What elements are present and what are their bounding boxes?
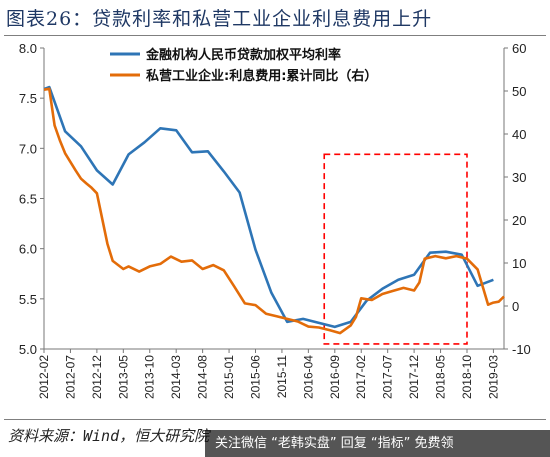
x-tick-label: 2019-03 — [486, 355, 500, 399]
left-y-tick-label: 5.5 — [19, 292, 37, 307]
x-tick-label: 2016-04 — [301, 355, 315, 399]
source-note: 资料来源：Wind，恒大研究院 — [8, 427, 210, 445]
left-y-tick-label: 8.0 — [19, 41, 37, 56]
source-divider — [4, 419, 546, 420]
right-y-tick-label: 40 — [512, 127, 526, 142]
x-axis: 2012-02 2012-07 2012-12 2013-05 2013-10 2014-… — [37, 349, 500, 399]
left-y-tick-label: 6.5 — [19, 192, 37, 207]
x-tick-label: 2017-12 — [407, 355, 421, 399]
right-y-tick-label: -10 — [512, 342, 531, 357]
left-y-tick-label: 5.0 — [19, 342, 37, 357]
x-tick-label: 2014-03 — [169, 355, 183, 399]
right-y-tick-label: 60 — [512, 41, 526, 56]
x-tick-label: 2015-11 — [275, 355, 289, 398]
right-y-tick-label: 30 — [512, 170, 526, 185]
x-tick-label: 2017-02 — [354, 355, 368, 399]
highlight-box — [323, 153, 468, 345]
x-tick-label: 2016-09 — [328, 355, 342, 399]
right-y-tick-label: 20 — [512, 213, 526, 228]
x-tick-label: 2012-07 — [63, 355, 77, 399]
title-divider — [4, 35, 546, 36]
plot-frame — [43, 48, 505, 350]
line-chart: 5.0 5.5 6.0 6.5 7.0 7.5 8.0 -10 0 10 20 30 40 50 60 2… — [19, 41, 531, 399]
watermark-banner: 关注微信 “老韩实盘” 回复 “指标” 免费领 — [205, 430, 550, 457]
chart-title: 图表26：贷款利率和私营工业企业利息费用上升 — [6, 8, 433, 30]
x-tick-label: 2015-01 — [222, 355, 236, 399]
loan-rate-line — [43, 85, 494, 329]
x-tick-label: 2013-10 — [143, 355, 157, 399]
left-y-tick-label: 6.0 — [19, 242, 37, 257]
x-tick-label: 2014-08 — [196, 355, 210, 399]
x-tick-label: 2017-07 — [381, 355, 395, 399]
right-y-tick-label: 0 — [512, 299, 519, 314]
annotation-layer — [323, 153, 468, 345]
left-y-tick-label: 7.5 — [19, 91, 37, 106]
interest-expense-line — [43, 87, 505, 335]
x-tick-label: 2013-05 — [116, 355, 130, 399]
right-y-axis: -10 0 10 20 30 40 50 60 — [504, 41, 531, 357]
series-layer — [43, 85, 505, 335]
x-tick-label: 2018-05 — [434, 355, 448, 399]
left-y-axis: 5.0 5.5 6.0 6.5 7.0 7.5 8.0 — [19, 41, 44, 357]
left-y-tick-label: 7.0 — [19, 141, 37, 156]
x-tick-label: 2018-10 — [460, 355, 474, 399]
legend-label-1: 金融机构人民币贷款加权平均利率 — [145, 47, 341, 63]
right-y-tick-label: 50 — [512, 84, 526, 99]
x-tick-label: 2012-02 — [37, 355, 51, 399]
x-tick-label: 2012-12 — [90, 355, 104, 399]
right-y-tick-label: 10 — [512, 256, 526, 271]
legend-label-2: 私营工业企业:利息费用:累计同比（右） — [146, 68, 377, 84]
x-tick-label: 2015-06 — [248, 355, 262, 399]
